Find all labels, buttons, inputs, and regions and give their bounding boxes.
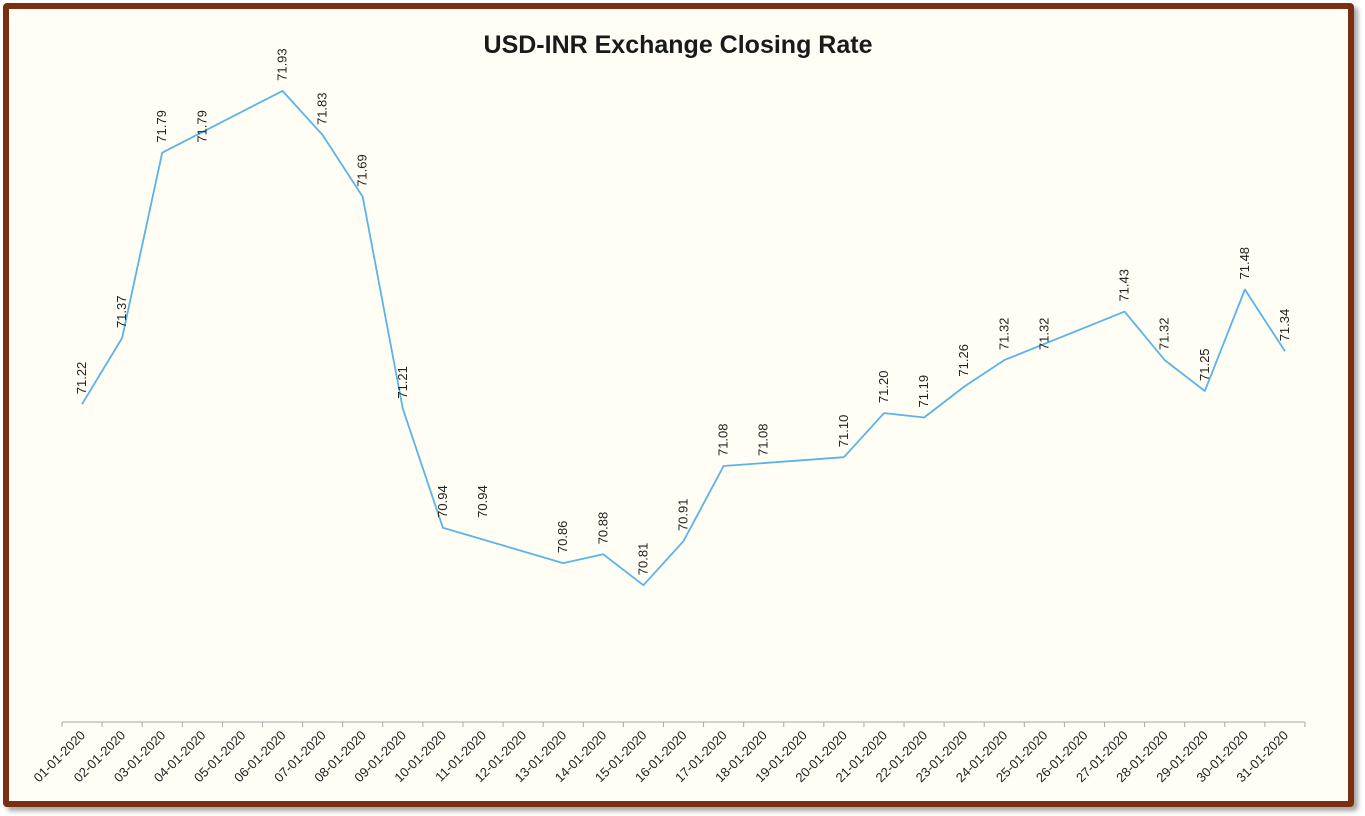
data-labels: 71.22 71.37 71.79 71.93 71.83 71.69 71.21 70.94… bbox=[74, 48, 1292, 575]
data-label: 71.79 bbox=[154, 110, 169, 143]
data-label: 70.86 bbox=[555, 521, 570, 554]
data-label: 71.69 bbox=[355, 154, 370, 187]
data-label: 71.43 bbox=[1117, 269, 1132, 302]
data-label: 71.79 bbox=[194, 110, 209, 143]
chart-frame bbox=[3, 3, 1354, 807]
data-label: 70.94 bbox=[475, 485, 490, 518]
data-label: 70.81 bbox=[635, 543, 650, 576]
series-line bbox=[81, 90, 1286, 587]
data-label: 71.93 bbox=[275, 48, 290, 81]
data-label: 71.10 bbox=[836, 415, 851, 448]
data-label: 71.32 bbox=[1036, 318, 1051, 351]
data-label: 71.21 bbox=[395, 366, 410, 399]
data-label: 71.08 bbox=[756, 423, 771, 456]
data-label: 71.26 bbox=[956, 344, 971, 377]
data-label: 71.25 bbox=[1197, 348, 1212, 381]
x-axis-tick-labels: 01-01-202002-01-202003-01-202004-01-2020… bbox=[31, 728, 1292, 786]
data-label: 70.94 bbox=[435, 485, 450, 518]
data-label: 71.20 bbox=[876, 371, 891, 404]
data-label: 71.83 bbox=[315, 92, 330, 125]
data-label: 71.22 bbox=[74, 362, 89, 395]
data-label: 71.48 bbox=[1237, 247, 1252, 280]
data-label: 70.88 bbox=[595, 512, 610, 545]
data-label: 71.32 bbox=[1157, 318, 1172, 351]
data-label: 71.08 bbox=[716, 423, 731, 456]
data-label: 71.32 bbox=[996, 318, 1011, 351]
data-label: 71.34 bbox=[1277, 309, 1292, 342]
data-label: 71.37 bbox=[114, 295, 129, 328]
x-axis-ticks bbox=[61, 722, 1306, 727]
data-label: 70.91 bbox=[676, 499, 691, 532]
chart-title: USD-INR Exchange Closing Rate bbox=[484, 31, 873, 59]
data-label: 71.19 bbox=[916, 375, 931, 408]
